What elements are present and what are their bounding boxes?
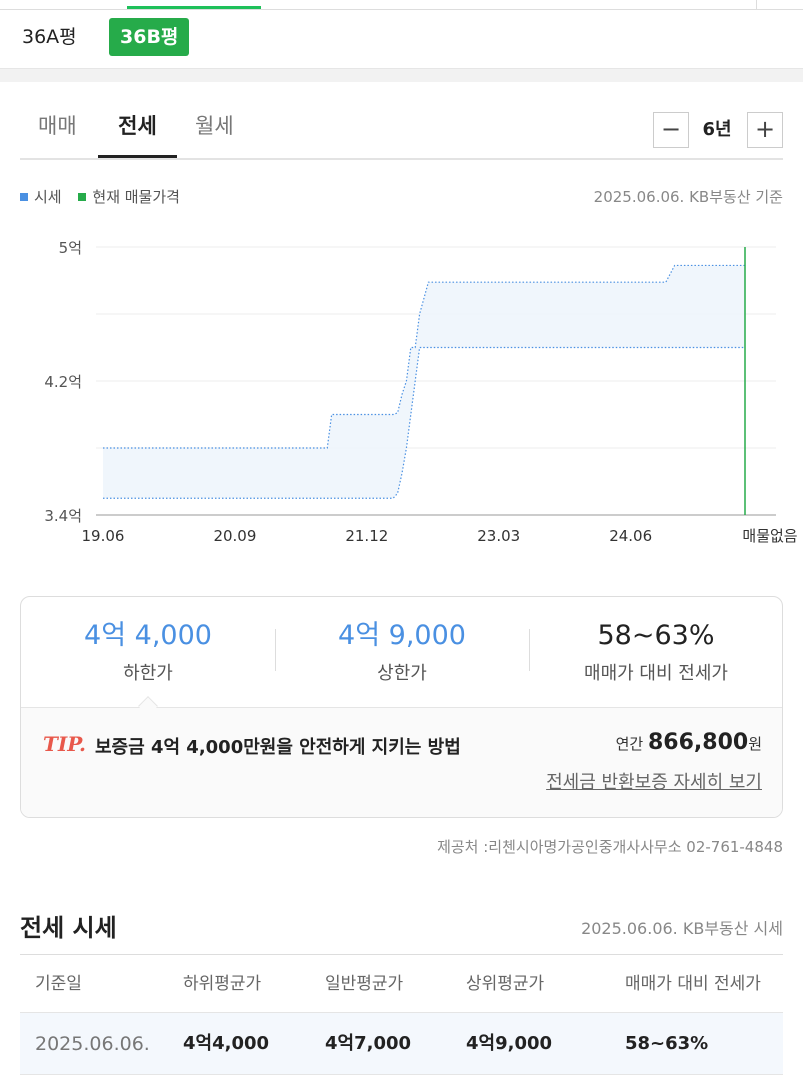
- period-decrease-button[interactable]: −: [653, 112, 689, 148]
- x-tick-label: 20.09: [213, 527, 256, 545]
- legend-swatch-market: [20, 192, 28, 201]
- x-tick-label: 24.06: [609, 527, 652, 545]
- high-price-label: 상한가: [377, 663, 427, 684]
- price-summary-stats: 4억 4,000 하한가 4억 9,000 상한가 58~63% 매매가 대비 …: [21, 597, 782, 707]
- annual-fee-unit: 원: [748, 735, 762, 753]
- cell-upper-avg: 4억9,000: [466, 1033, 553, 1054]
- annual-fee-amount: 866,800: [647, 730, 749, 755]
- header-upper-avg: 상위평균가: [466, 974, 545, 994]
- annual-fee-prefix: 연간: [615, 735, 644, 753]
- price-summary-card: 4억 4,000 하한가 4억 9,000 상한가 58~63% 매매가 대비 …: [20, 596, 783, 818]
- deal-type-tabs: 매매 전세 월세 − 6년 +: [20, 100, 783, 160]
- header-lower-avg: 하위평균가: [183, 974, 262, 994]
- y-tick-label: 5억: [59, 239, 82, 257]
- high-price-stat: 4억 9,000 상한가: [275, 619, 529, 685]
- minus-icon: −: [660, 115, 682, 143]
- x-tick-label: 19.06: [82, 527, 125, 545]
- series-lower-line: [103, 346, 745, 499]
- section-gap: [0, 68, 803, 82]
- guarantee-details-link[interactable]: 전세금 반환보증 자세히 보기: [546, 772, 762, 793]
- size-tab-36a[interactable]: 36A평: [22, 26, 77, 48]
- table-row: 2025.06.06. 4억4,000 4억7,000 4억9,000 58~6…: [20, 1013, 783, 1075]
- jeonse-ratio-value: 58~63%: [597, 620, 715, 651]
- header-general-avg: 일반평균가: [325, 974, 404, 994]
- tip-text: 보증금 4억 4,000만원을 안전하게 지키는 방법: [95, 737, 461, 758]
- data-provider: 제공처 :리첸시아명가공인중개사사무소 02-761-4848: [437, 838, 783, 856]
- tab-jeonse[interactable]: 전세: [98, 110, 177, 158]
- y-tick-label: 3.4억: [44, 507, 82, 525]
- header-date: 기준일: [35, 974, 82, 994]
- cell-general-avg: 4억7,000: [325, 1033, 412, 1054]
- tip-label: TIP.: [43, 732, 86, 756]
- legend-item-listing: 현재 매물가격: [78, 188, 180, 206]
- active-nav-indicator: [127, 6, 261, 9]
- stat-divider: [529, 629, 530, 671]
- section-source: 2025.06.06. KB부동산 시세: [581, 919, 783, 938]
- table-header: 기준일 하위평균가 일반평균가 상위평균가 매매가 대비 전세가: [20, 955, 783, 1013]
- nav-divider: [756, 0, 757, 10]
- price-table: 기준일 하위평균가 일반평균가 상위평균가 매매가 대비 전세가 2025.06…: [20, 954, 783, 1075]
- tab-sale[interactable]: 매매: [38, 114, 77, 138]
- high-price-value: 4억 9,000: [338, 620, 466, 651]
- area-size-tabs: 36A평 36B평: [0, 10, 803, 68]
- section-title: 전세 시세: [20, 914, 117, 942]
- annual-fee: 연간 866,800원: [616, 730, 762, 755]
- jeonse-ratio-label: 매매가 대비 전세가: [584, 663, 728, 684]
- cell-ratio: 58~63%: [625, 1033, 709, 1054]
- low-price-stat: 4억 4,000 하한가: [21, 619, 275, 685]
- chart-source: 2025.06.06. KB부동산 기준: [593, 188, 783, 206]
- legend-label-listing: 현재 매물가격: [92, 188, 180, 206]
- series-band: [103, 265, 745, 499]
- low-price-value: 4억 4,000: [84, 620, 212, 651]
- jeonse-ratio-stat: 58~63% 매매가 대비 전세가: [529, 619, 782, 685]
- top-nav-strip: [0, 0, 803, 10]
- tip-panel: TIP. 보증금 4억 4,000만원을 안전하게 지키는 방법 연간 866,…: [21, 707, 782, 817]
- cell-lower-avg: 4억4,000: [183, 1033, 270, 1054]
- y-tick-label: 4.2억: [44, 373, 82, 391]
- tab-monthly-rent[interactable]: 월세: [195, 114, 234, 138]
- plus-icon: +: [754, 115, 776, 143]
- legend-item-market: 시세: [20, 188, 62, 206]
- period-value: 6년: [702, 119, 732, 140]
- stat-divider: [275, 629, 276, 671]
- x-tick-label: 21.12: [345, 527, 388, 545]
- cell-date: 2025.06.06.: [35, 1033, 150, 1055]
- header-ratio: 매매가 대비 전세가: [625, 974, 761, 994]
- size-tab-36b[interactable]: 36B평: [109, 18, 190, 56]
- legend-label-market: 시세: [34, 188, 62, 206]
- chart-legend: 시세 현재 매물가격: [20, 186, 192, 207]
- legend-swatch-listing: [78, 192, 87, 201]
- x-tick-label: 23.03: [477, 527, 520, 545]
- period-increase-button[interactable]: +: [747, 112, 783, 148]
- x-end-label: 매물없음: [742, 527, 797, 545]
- low-price-label: 하한가: [123, 663, 173, 684]
